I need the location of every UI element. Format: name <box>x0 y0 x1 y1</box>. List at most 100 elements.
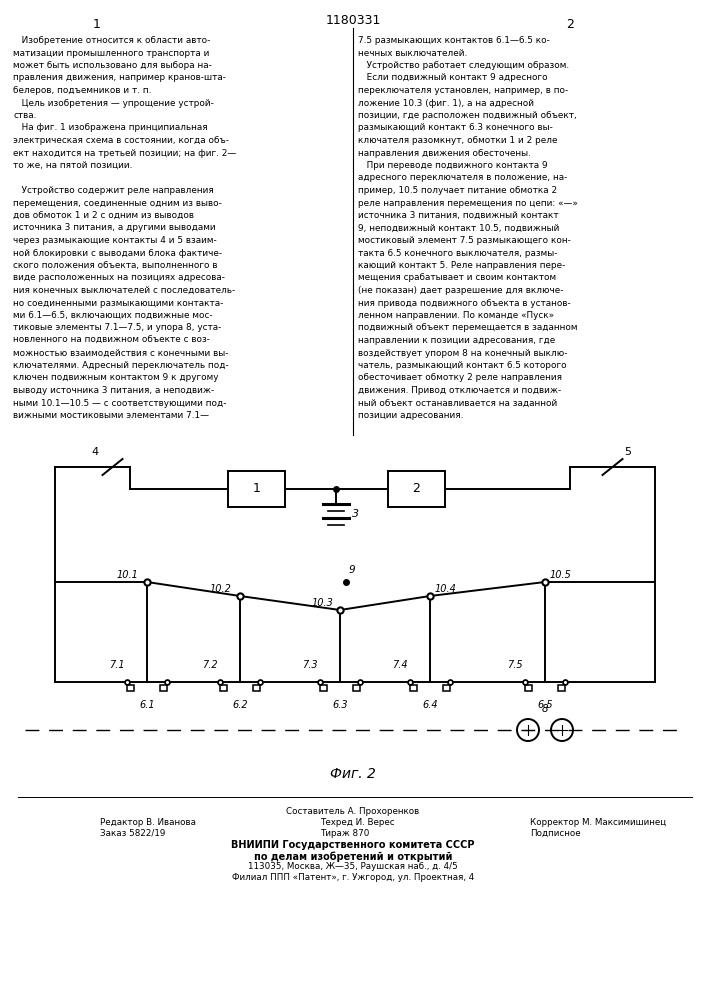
Text: ВНИИПИ Государственного комитета СССР: ВНИИПИ Государственного комитета СССР <box>231 840 474 850</box>
Text: ния привода подвижного объекта в установ-: ния привода подвижного объекта в установ… <box>358 298 571 308</box>
Text: 6.5: 6.5 <box>537 700 553 710</box>
Text: 1: 1 <box>93 18 101 31</box>
Text: направлении к позиции адресования, где: направлении к позиции адресования, где <box>358 336 555 345</box>
Bar <box>253 685 260 691</box>
Text: (не показан) дает разрешение для включе-: (не показан) дает разрешение для включе- <box>358 286 563 295</box>
Text: позиции адресования.: позиции адресования. <box>358 411 463 420</box>
Text: ключателями. Адресный переключатель под-: ключателями. Адресный переключатель под- <box>13 361 229 370</box>
Text: матизации промышленного транспорта и: матизации промышленного транспорта и <box>13 48 209 57</box>
Text: движения. Привод отключается и подвиж-: движения. Привод отключается и подвиж- <box>358 386 561 395</box>
Text: 6.4: 6.4 <box>422 700 438 710</box>
Text: ложение 10.3 (фиг. 1), а на адресной: ложение 10.3 (фиг. 1), а на адресной <box>358 99 534 107</box>
Text: Цель изобретения — упрощение устрой-: Цель изобретения — упрощение устрой- <box>13 99 214 107</box>
Text: 4: 4 <box>91 447 98 457</box>
Bar <box>320 685 327 691</box>
Text: ной блокировки с выводами блока фактиче-: ной блокировки с выводами блока фактиче- <box>13 248 222 257</box>
Text: воздействует упором 8 на конечный выклю-: воздействует упором 8 на конечный выклю- <box>358 349 568 358</box>
Text: ный объект останавливается на заданной: ный объект останавливается на заданной <box>358 398 557 408</box>
Text: Техред И. Верес: Техред И. Верес <box>320 818 395 827</box>
Text: 6.3: 6.3 <box>332 700 348 710</box>
Text: источника 3 питания, подвижный контакт: источника 3 питания, подвижный контакт <box>358 211 559 220</box>
Bar <box>410 685 417 691</box>
Text: 10.1: 10.1 <box>117 570 139 580</box>
Text: реле направления перемещения по цепи: «—»: реле направления перемещения по цепи: «—… <box>358 198 578 208</box>
Text: ского положения объекта, выполненного в: ского положения объекта, выполненного в <box>13 261 218 270</box>
Text: перемещения, соединенные одним из выво-: перемещения, соединенные одним из выво- <box>13 198 222 208</box>
Text: через размыкающие контакты 4 и 5 взаим-: через размыкающие контакты 4 и 5 взаим- <box>13 236 217 245</box>
Text: размыкающий контакт 6.3 конечного вы-: размыкающий контакт 6.3 конечного вы- <box>358 123 553 132</box>
Text: выводу источника 3 питания, а неподвиж-: выводу источника 3 питания, а неподвиж- <box>13 386 214 395</box>
Bar <box>228 471 285 507</box>
Text: Изобретение относится к области авто-: Изобретение относится к области авто- <box>13 36 211 45</box>
Text: чатель, размыкающий контакт 6.5 которого: чатель, размыкающий контакт 6.5 которого <box>358 361 566 370</box>
Text: 10.5: 10.5 <box>550 570 572 580</box>
Text: по делам изобретений и открытий: по делам изобретений и открытий <box>254 851 452 861</box>
Bar <box>220 685 227 691</box>
Text: Устройство работает следующим образом.: Устройство работает следующим образом. <box>358 61 569 70</box>
Text: 7.2: 7.2 <box>202 660 218 670</box>
Text: Заказ 5822/19: Заказ 5822/19 <box>100 829 165 838</box>
Text: 6.2: 6.2 <box>232 700 248 710</box>
Text: направления движения обесточены.: направления движения обесточены. <box>358 148 531 157</box>
Text: обесточивает обмотку 2 реле направления: обесточивает обмотку 2 реле направления <box>358 373 562 382</box>
Text: дов обмоток 1 и 2 с одним из выводов: дов обмоток 1 и 2 с одним из выводов <box>13 211 194 220</box>
Bar <box>558 685 565 691</box>
Text: подвижный объект перемещается в заданном: подвижный объект перемещается в заданном <box>358 324 578 332</box>
Text: виде расположенных на позициях адресова-: виде расположенных на позициях адресова- <box>13 273 225 282</box>
Text: Корректор М. Максимишинец: Корректор М. Максимишинец <box>530 818 666 827</box>
Text: правления движения, например кранов-шта-: правления движения, например кранов-шта- <box>13 74 226 83</box>
Text: нечных выключателей.: нечных выключателей. <box>358 48 467 57</box>
Text: Фиг. 2: Фиг. 2 <box>330 767 376 781</box>
Text: 6.1: 6.1 <box>139 700 155 710</box>
Text: ект находится на третьей позиции; на фиг. 2—: ект находится на третьей позиции; на фиг… <box>13 148 236 157</box>
Text: новленного на подвижном объекте с воз-: новленного на подвижном объекте с воз- <box>13 336 210 345</box>
Text: ключателя разомкнут, обмотки 1 и 2 реле: ключателя разомкнут, обмотки 1 и 2 реле <box>358 136 558 145</box>
Text: 8: 8 <box>542 704 549 714</box>
Text: можностью взаимодействия с конечными вы-: можностью взаимодействия с конечными вы- <box>13 349 228 358</box>
Text: При переводе подвижного контакта 9: При переводе подвижного контакта 9 <box>358 161 548 170</box>
Text: пример, 10.5 получает питание обмотка 2: пример, 10.5 получает питание обмотка 2 <box>358 186 557 195</box>
Bar <box>525 685 532 691</box>
Text: ства.: ства. <box>13 111 36 120</box>
Text: 10.3: 10.3 <box>312 598 334 608</box>
Text: мостиковый элемент 7.5 размыкающего кон-: мостиковый элемент 7.5 размыкающего кон- <box>358 236 571 245</box>
Text: адресного переключателя в положение, на-: адресного переключателя в положение, на- <box>358 174 568 182</box>
Text: Устройство содержит реле направления: Устройство содержит реле направления <box>13 186 214 195</box>
Text: 3: 3 <box>352 509 359 519</box>
Text: источника 3 питания, а другими выводами: источника 3 питания, а другими выводами <box>13 224 216 232</box>
Text: переключателя установлен, например, в по-: переключателя установлен, например, в по… <box>358 86 568 95</box>
Text: 7.3: 7.3 <box>303 660 318 670</box>
Text: тиковые элементы 7.1—7.5, и упора 8, уста-: тиковые элементы 7.1—7.5, и упора 8, уст… <box>13 324 221 332</box>
Text: кающий контакт 5. Реле направления пере-: кающий контакт 5. Реле направления пере- <box>358 261 566 270</box>
Text: ми 6.1—6.5, включающих подвижные мос-: ми 6.1—6.5, включающих подвижные мос- <box>13 311 213 320</box>
Text: 5: 5 <box>624 447 631 457</box>
Text: 9, неподвижный контакт 10.5, подвижный: 9, неподвижный контакт 10.5, подвижный <box>358 224 559 232</box>
Text: позиции, где расположен подвижный объект,: позиции, где расположен подвижный объект… <box>358 111 577 120</box>
Text: Составитель А. Прохоренков: Составитель А. Прохоренков <box>286 807 420 816</box>
Text: 2: 2 <box>566 18 574 31</box>
Text: 7.1: 7.1 <box>110 660 125 670</box>
Text: такта 6.5 конечного выключателя, размы-: такта 6.5 конечного выключателя, размы- <box>358 248 558 257</box>
Text: 1: 1 <box>252 483 260 495</box>
Text: 10.2: 10.2 <box>210 584 232 594</box>
Text: может быть использовано для выбора на-: может быть использовано для выбора на- <box>13 61 212 70</box>
Text: Тираж 870: Тираж 870 <box>320 829 369 838</box>
Text: 7.5: 7.5 <box>508 660 523 670</box>
Text: 10.4: 10.4 <box>435 584 457 594</box>
Text: ными 10.1—10.5 — с соответствующими под-: ными 10.1—10.5 — с соответствующими под- <box>13 398 226 408</box>
Text: 9: 9 <box>349 565 356 575</box>
Bar <box>388 471 445 507</box>
Bar <box>160 685 167 691</box>
Text: но соединенными размыкающими контакта-: но соединенными размыкающими контакта- <box>13 298 223 308</box>
Bar <box>353 685 360 691</box>
Text: 2: 2 <box>413 483 421 495</box>
Text: 7.4: 7.4 <box>392 660 408 670</box>
Text: то же, на пятой позиции.: то же, на пятой позиции. <box>13 161 132 170</box>
Text: ния конечных выключателей с последователь-: ния конечных выключателей с последовател… <box>13 286 235 295</box>
Bar <box>443 685 450 691</box>
Text: Филиал ППП «Патент», г. Ужгород, ул. Проектная, 4: Филиал ППП «Патент», г. Ужгород, ул. Про… <box>232 873 474 882</box>
Text: Редактор В. Иванова: Редактор В. Иванова <box>100 818 196 827</box>
Text: белеров, подъемников и т. п.: белеров, подъемников и т. п. <box>13 86 151 95</box>
Text: ключен подвижным контактом 9 к другому: ключен подвижным контактом 9 к другому <box>13 373 218 382</box>
Text: 113035, Москва, Ж—35, Раушская наб., д. 4/5: 113035, Москва, Ж—35, Раушская наб., д. … <box>248 862 458 871</box>
